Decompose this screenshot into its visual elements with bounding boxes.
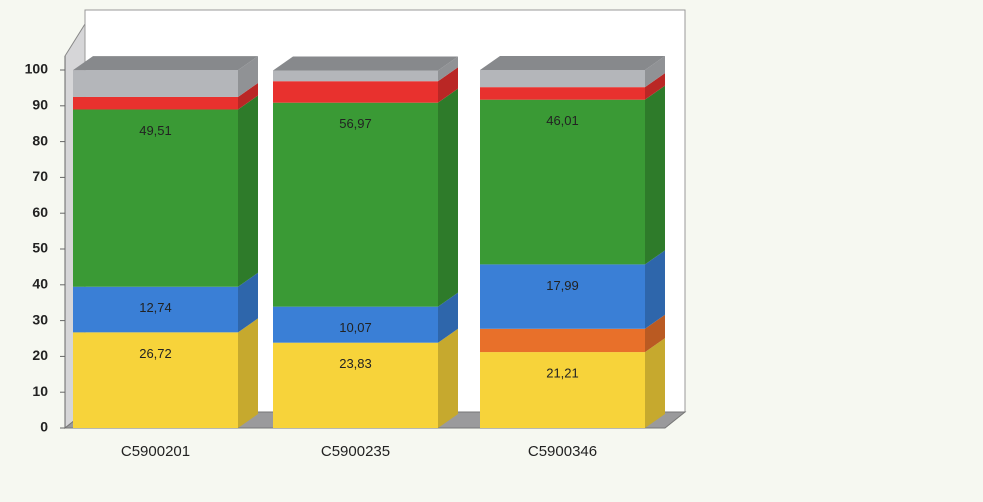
value-label: 21,21 [546,366,579,381]
bar-segment [73,332,238,428]
bar-side [438,328,458,428]
bar-side [645,314,665,353]
bar-segment [480,328,645,353]
y-tick-label: 60 [32,204,48,220]
value-label: 10,07 [339,320,372,335]
bar-segment [273,102,438,307]
y-tick-label: 30 [32,311,48,327]
bar-side [645,250,665,329]
bar-segment [73,96,238,110]
bar-top [273,56,458,71]
bar-side [645,85,665,265]
bar-segment [273,81,438,103]
x-tick-label: C5900346 [528,443,597,460]
bar-segment [480,352,645,428]
bar-side [438,88,458,307]
y-tick-label: 40 [32,276,48,292]
bar-segment [73,286,238,333]
bar-side [645,73,665,100]
value-label: 56,97 [339,116,372,131]
y-tick-label: 100 [25,61,49,77]
bar-top [73,56,258,71]
bar-segment [480,69,645,88]
value-label: 17,99 [546,278,579,293]
value-label: 26,72 [139,346,172,361]
y-tick-label: 10 [32,383,48,399]
y-tick-label: 90 [32,97,48,113]
y-tick-label: 80 [32,132,48,148]
bar-segment [480,264,645,329]
bar-segment [480,87,645,100]
bar-top [480,55,665,70]
bar-segment [273,70,438,82]
y-tick-label: 20 [32,347,48,363]
value-label: 12,74 [139,300,172,315]
value-label: 46,01 [546,113,579,128]
bar-side [438,67,458,103]
bar-segment [273,342,438,428]
value-label: 23,83 [339,356,372,371]
bar-side [238,56,258,97]
bar-side [238,318,258,428]
bar-side [238,272,258,333]
bar-side [645,338,665,428]
bar-side [438,56,458,82]
bar-side [238,95,258,287]
bar-side [238,82,258,110]
bar-segment [73,109,238,287]
bar-segment [480,99,645,265]
y-tick-label: 50 [32,240,48,256]
x-tick-label: C5900201 [121,443,190,460]
bar-segment [273,306,438,343]
value-label: 49,51 [139,123,172,138]
x-tick-label: C5900235 [321,443,390,460]
bar-side [645,55,665,88]
y-tick-label: 0 [40,419,48,435]
y-tick-label: 70 [32,168,48,184]
bar-side [438,292,458,343]
bar-segment [73,70,238,97]
